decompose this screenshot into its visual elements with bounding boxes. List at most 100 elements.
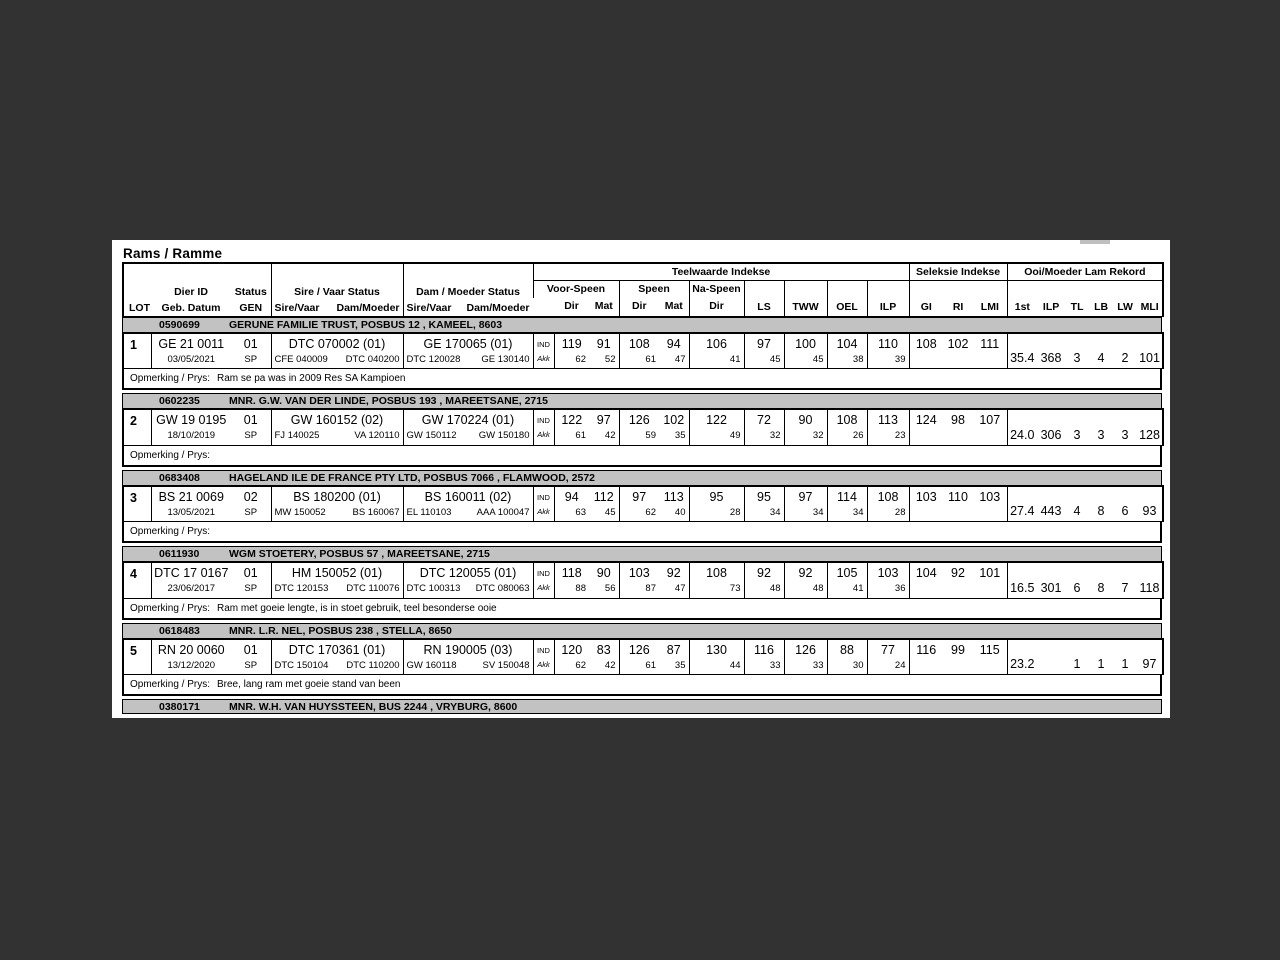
ind-label: IND — [537, 339, 550, 349]
catalog-sheet: LOT Dier ID Geb. Datum Status GEN Sire /… — [122, 262, 1165, 714]
ind-label: IND — [537, 492, 550, 502]
akk-label: Akk — [537, 430, 550, 439]
lot-number: 1 — [130, 337, 137, 352]
ilp-cell: 77 24 — [866, 638, 909, 675]
col-header-dier-id: Dier ID Geb. Datum — [161, 285, 221, 314]
remark-text: Bree, lang ram met goeie stand van been — [217, 679, 401, 690]
remark-label: Opmerking / Prys: — [130, 373, 211, 384]
gi-cell: 104 — [908, 562, 943, 598]
breeder-id: 0618483 — [159, 624, 200, 637]
na-speen-dir-cell: 130 44 — [688, 638, 744, 675]
animal-id-cell: DTC 17 0167 23/06/2017 — [150, 562, 231, 598]
ooi-mli-cell: 128 — [1139, 427, 1160, 442]
ooi-lb-cell: 8 — [1097, 504, 1105, 518]
ind-akk-cell: IND Akk — [532, 562, 554, 598]
lmi-cell: 101 — [979, 566, 1001, 580]
remark-text: Ram se pa was in 2009 Res SA Kampioen — [217, 373, 406, 384]
col-header-ooi-lw: LW — [1117, 300, 1133, 313]
breeder-name: WGM STOETERY, POSBUS 57 , MAREETSANE, 27… — [229, 548, 490, 560]
dam-sire-id: DTC 100313 — [406, 583, 461, 594]
breeder-name: GERUNE FAMILIE TRUST, POSBUS 12 , KAMEEL… — [229, 318, 503, 331]
dam-dam-id: SV 150048 — [482, 659, 530, 671]
dam-id: GE 170065 (01) — [423, 336, 513, 351]
dam-sire-id: DTC 120028 — [406, 353, 461, 365]
voor-speen-dir-cell: 122 61 — [553, 409, 589, 445]
dam-id: DTC 120055 (01) — [419, 566, 517, 580]
ilp-cell: 110 39 — [866, 332, 909, 369]
breeder-band: 0683408 HAGELAND ILE DE FRANCE PTY LTD, P… — [122, 469, 1162, 485]
tww-cell: 100 45 — [783, 332, 827, 369]
animal-id: BS 21 0069 — [158, 489, 224, 504]
animal-id: DTC 17 0167 — [154, 566, 229, 580]
col-header-tww: TWW — [783, 280, 827, 316]
dam-dam-id: AAA 100047 — [476, 506, 530, 518]
dam-sire-id: EL 110103 — [406, 506, 452, 518]
remark-text: Ram met goeie lengte, is in stoet gebrui… — [217, 602, 497, 614]
breeder-band: 0590699 GERUNE FAMILIE TRUST, POSBUS 12 ,… — [122, 316, 1162, 332]
spacer-cell — [533, 298, 554, 316]
breeder-band: 0611930 WGM STOETERY, POSBUS 57 , MAREETS… — [122, 546, 1162, 561]
status-value: 01 — [243, 566, 258, 580]
na-speen-dir-cell: 122 49 — [688, 409, 744, 445]
ooi-lw-cell: 6 — [1121, 504, 1129, 518]
lot-section: 0611930 WGM STOETERY, POSBUS 57 , MAREETS… — [122, 546, 1164, 620]
sire-dam-id: BS 160067 — [352, 506, 400, 518]
col-header-speen: Speen — [618, 280, 689, 298]
animal-id: GW 19 0195 — [156, 413, 227, 427]
dam-id: BS 160011 (02) — [424, 489, 512, 504]
voor-speen-dir-cell: 118 88 — [553, 562, 589, 598]
breeder-name: MNR. L.R. NEL, POSBUS 238 , STELLA, 8650 — [229, 624, 452, 637]
speen-mat-cell: 92 47 — [666, 566, 686, 594]
ilp-cell: 113 23 — [866, 409, 909, 445]
remark-row: Opmerking / Prys: Bree, lang ram met goe… — [122, 675, 1162, 696]
sire-id: DTC 070002 (01) — [288, 336, 386, 351]
na-speen-dir-cell: 106 41 — [688, 332, 744, 369]
lot-number: 3 — [130, 490, 137, 505]
lot-number-cell: 4 — [123, 562, 151, 598]
birth-date: 18/10/2019 — [167, 430, 216, 441]
scan-artifact — [1080, 240, 1110, 244]
ooi-ilp-cell: 443 — [1040, 504, 1062, 518]
na-speen-dir-cell: 95 28 — [688, 485, 744, 522]
ri-cell: 99 — [951, 642, 965, 657]
animal-id-cell: GE 21 0011 03/05/2021 — [150, 332, 231, 369]
ooi-lb-cell: 8 — [1097, 580, 1105, 595]
col-header-ooi-lb: LB — [1094, 300, 1109, 313]
status-cell: 01 SP — [231, 639, 271, 675]
breeder-name: MNR. W.H. VAN HUYSSTEEN, BUS 2244 , VRYB… — [229, 701, 518, 713]
col-header-ooi-mli: MLI — [1140, 300, 1159, 313]
ooi-tl-cell: 4 — [1073, 504, 1081, 518]
remark-row: Opmerking / Prys: Ram se pa was in 2009 … — [122, 369, 1162, 390]
oel-cell: 114 34 — [826, 485, 867, 522]
speen-dir-cell: 108 61 — [618, 332, 659, 369]
tww-cell: 126 33 — [783, 638, 827, 675]
voor-speen-dir-cell: 94 63 — [553, 485, 589, 522]
ri-cell: 98 — [951, 413, 965, 427]
sire-dam-id: DTC 040200 — [345, 353, 400, 365]
catalog-header-table: LOT Dier ID Geb. Datum Status GEN Sire /… — [122, 262, 1165, 317]
ooi-lw-cell: 1 — [1121, 657, 1129, 671]
ooi-1st-cell: 27.4 — [1006, 485, 1037, 522]
status-cell: 02 SP — [231, 486, 271, 522]
ooi-lw-cell: 3 — [1121, 427, 1129, 442]
lot-row: 2 GW 19 0195 18/10/2019 01 SP GW 160152 … — [122, 408, 1164, 446]
lot-row: 5 RN 20 0060 13/12/2020 01 SP DTC 170361… — [122, 637, 1164, 675]
ooi-mli-cell: 97 — [1142, 657, 1157, 671]
akk-label: Akk — [537, 506, 550, 516]
breeder-band: 0602235 MNR. G.W. VAN DER LINDE, POSBUS 1… — [122, 393, 1162, 408]
ooi-tl-cell: 1 — [1073, 657, 1081, 671]
ilp-cell: 108 28 — [866, 485, 909, 522]
status-cell: 01 SP — [231, 409, 271, 445]
ooi-mli-cell: 93 — [1142, 504, 1157, 518]
sire-sire-id: CFE 040009 — [274, 353, 328, 365]
speen-dir-cell: 126 59 — [618, 409, 659, 445]
ooi-lb-cell: 3 — [1097, 427, 1105, 442]
lot-number-cell: 3 — [123, 486, 151, 522]
sire-cell: HM 150052 (01) DTC 120153 DTC 110076 — [270, 562, 403, 598]
lot-number: 2 — [130, 414, 137, 428]
ooi-mli-cell: 118 — [1139, 580, 1160, 595]
group-header-teelwaarde: Teelwaarde Indekse — [532, 263, 910, 281]
status-value: 01 — [243, 413, 258, 427]
col-header-ooi-1st: 1st — [1006, 280, 1038, 316]
lmi-cell: 115 — [979, 642, 1000, 657]
